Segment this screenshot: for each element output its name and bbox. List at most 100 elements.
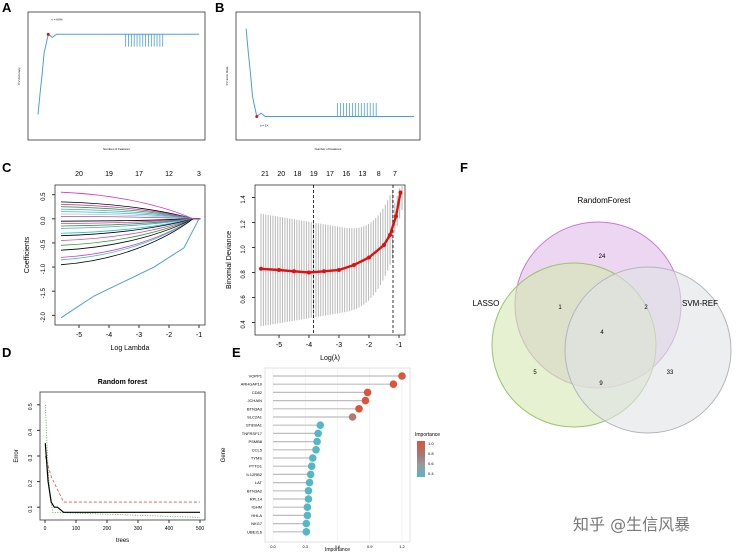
panel-e-dot [316, 421, 325, 430]
panel-e-dot [389, 380, 398, 389]
panel-e-dot [305, 478, 314, 487]
panel-e-gene-label: BTN3A3 [247, 406, 263, 411]
panel-e-gene-label: VOPP1 [249, 374, 263, 379]
panel-label-b: B [215, 0, 225, 15]
panel-e-gene-label: CD82 [252, 390, 263, 395]
panel-d-ytick-label: 0.2 [28, 480, 34, 487]
panel-e-legend-value: 0.6 [428, 461, 434, 466]
panel-d-ytick-label: 0.3 [28, 454, 34, 461]
panel-c1-ytick-label: 0.5 [41, 192, 47, 201]
panel-c2-xlabel: Log(λ) [320, 355, 340, 362]
panel-e-ylabel: Gene [221, 447, 227, 462]
panel-b-line [245, 28, 414, 118]
panel-e-gene-label: IGHM [252, 505, 262, 510]
panel-e-xtick-label: 0.6 [335, 544, 341, 549]
panel-c2-ytick-label: 0.8 [241, 270, 247, 279]
panel-c1-path-main [60, 218, 200, 319]
panel-label-d: D [2, 345, 12, 360]
panel-e-dot [398, 372, 406, 380]
panel-e-gene-label: IL12RB2 [246, 472, 262, 477]
venn-count-lasso-only: 5 [533, 370, 537, 376]
panel-e-gene-label: JCHAIN [248, 398, 263, 403]
panel-b-xlabel: Number of Features [315, 147, 342, 151]
panel-a-xlabel: Number of Features [103, 147, 130, 151]
venn-label-svm-ref: SVM-REF [682, 299, 718, 308]
panel-c1-xtick-label: -2 [166, 332, 172, 339]
panel-a-min-label: n = 6X% [51, 17, 63, 21]
panel-d-xtick-label: 400 [165, 526, 174, 532]
panel-e-dot [303, 511, 312, 520]
panel-e-gene-label: LAT [255, 480, 263, 485]
panel-c1-ytick-label: -2.0 [41, 312, 47, 323]
panel-e-dot [307, 462, 316, 471]
panel-e-legend-value: 0.8 [428, 451, 434, 456]
panel-c2-frame [254, 184, 406, 336]
panel-e-gene-label: RPL14 [250, 497, 263, 502]
panel-d-frame [39, 391, 206, 521]
panel-e-gene-label: NKG7 [251, 521, 263, 526]
panel-e-gene-label: HHLA [251, 513, 262, 518]
panel-e-legend-value: 1.0 [428, 441, 434, 446]
panel-e-dot [303, 503, 312, 512]
panel-c2-top-count: 18 [294, 171, 302, 178]
panel-e-dot [314, 429, 322, 438]
venn-label-lasso: LASSO [473, 299, 500, 308]
panel-c2-xtick-label: -1 [396, 342, 402, 349]
panel-c2-top-count: 20 [277, 171, 285, 178]
venn-count-lasso-svm: 9 [599, 381, 603, 387]
panel-e-xtick-label: 0.0 [270, 544, 276, 549]
panel-c2-top-count: 16 [342, 171, 350, 178]
panel-e-gene-label: UBE2L6 [247, 529, 263, 534]
panel-d-xtick-label: 300 [134, 526, 143, 532]
panel-d-xtick-label: 0 [44, 526, 47, 532]
panel-d-ytick-label: 0.5 [28, 403, 34, 410]
panel-b-frame [235, 11, 421, 141]
venn-count-rf-svm: 2 [644, 305, 648, 311]
panel-e-legend-value: 0.4 [428, 471, 434, 476]
panel-e-dot [361, 396, 370, 405]
panel-a-frame [27, 11, 206, 141]
panel-c2-curve [260, 192, 402, 274]
panel-a-min-point [46, 32, 50, 36]
panel-e-gene-label: BTN3A2 [247, 488, 263, 493]
panel-c1-ytick-label: -0.5 [41, 239, 47, 250]
panel-c1-top-count: 3 [197, 171, 201, 178]
panel-c1-top-count: 17 [135, 171, 143, 178]
panel-c1-path [60, 191, 201, 220]
panel-e-gene-label: ST8SIA1 [246, 423, 263, 428]
panel-c1-top-count: 20 [75, 171, 83, 178]
panel-d-xtick-label: 500 [196, 526, 205, 532]
panel-d-xtick-label: 200 [103, 526, 112, 532]
panel-b-min-point [255, 115, 259, 118]
panel-e-gene-label: ARHGAP10 [241, 382, 263, 387]
panel-c2-xtick-label: -5 [276, 342, 282, 349]
panel-c2-ytick-label: 1.0 [241, 245, 247, 254]
venn-count-rf-lasso: 1 [558, 305, 562, 311]
panel-c2-ytick-label: 0.4 [241, 320, 247, 329]
panel-e-dot [304, 495, 313, 503]
panel-c1-frame [54, 184, 206, 326]
panel-c2-xtick-label: -4 [306, 342, 312, 349]
panel-e-dot [312, 446, 320, 454]
panel-e-legend-title: Importance [415, 432, 440, 438]
panel-e-dot [355, 405, 363, 413]
panel-c2-top-count: 19 [310, 171, 318, 178]
panel-c2-top-count: 17 [326, 171, 334, 178]
venn-count-all: 4 [600, 330, 604, 336]
panel-d-xtick-label: 100 [72, 526, 81, 532]
panel-c1-path [60, 218, 201, 246]
panel-d-class1-line [44, 404, 201, 518]
panel-d-class2-line [44, 455, 200, 503]
panel-e-xtick-label: 0.3 [302, 544, 308, 549]
panel-label-c: C [2, 160, 12, 175]
panel-c1-top-count: 12 [165, 171, 173, 178]
panel-d-xlabel: trees [116, 538, 129, 544]
venn-label-randomforest: RandomForest [578, 196, 632, 205]
venn-count-randomforest-only: 24 [599, 254, 606, 260]
panel-c1-xtick-label: -1 [196, 332, 202, 339]
venn-count-svm-ref-only: 33 [667, 370, 674, 376]
panel-d-title: Random forest [98, 379, 148, 386]
panel-c1-ylabel: Coefficients [24, 236, 31, 273]
panel-e-gene-label: CCL5 [252, 447, 263, 452]
panel-c2-ytick-label: 0.6 [241, 295, 247, 304]
